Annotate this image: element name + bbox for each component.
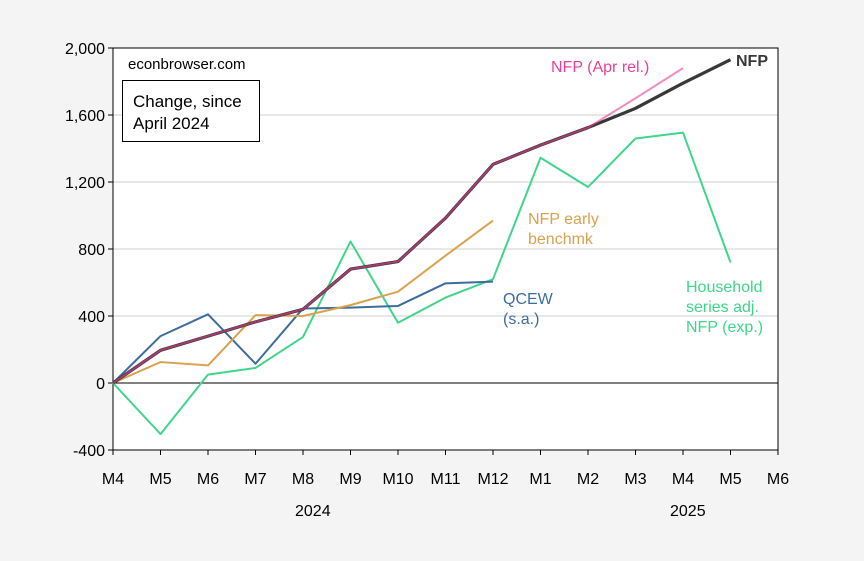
year-label: 2025 bbox=[670, 503, 706, 520]
series-line bbox=[112, 131, 732, 436]
series-label: Household series adj. NFP (exp.) bbox=[686, 279, 764, 336]
series-line bbox=[112, 219, 494, 384]
x-tick-label: M6 bbox=[767, 471, 789, 488]
x-tick-label: M7 bbox=[244, 471, 266, 488]
x-tick-label: M6 bbox=[197, 471, 219, 488]
x-tick-label: M3 bbox=[624, 471, 646, 488]
year-label: 2024 bbox=[295, 503, 331, 520]
x-tick-label: M12 bbox=[477, 471, 508, 488]
x-tick-label: M11 bbox=[431, 471, 461, 488]
y-tick-label: 1,600 bbox=[65, 108, 105, 125]
source-note: econbrowser.com bbox=[128, 56, 246, 73]
y-tick-label: 2,000 bbox=[65, 41, 105, 58]
series-label: NFP early benchmk bbox=[528, 211, 599, 248]
x-tick-label: M2 bbox=[577, 471, 599, 488]
y-tick-label: 400 bbox=[78, 309, 105, 326]
x-tick-label: M5 bbox=[149, 471, 171, 488]
x-tick-label: M9 bbox=[339, 471, 361, 488]
y-tick-label: 1,200 bbox=[65, 175, 105, 192]
x-tick-label: M4 bbox=[102, 471, 124, 488]
note-box: Change, since April 2024 bbox=[122, 80, 260, 142]
y-tick-label: 0 bbox=[96, 376, 105, 393]
series-label: NFP bbox=[736, 53, 768, 70]
x-tick-label: M5 bbox=[719, 471, 741, 488]
x-tick-label: M1 bbox=[529, 471, 551, 488]
series-label: NFP (Apr rel.) bbox=[551, 59, 650, 76]
x-tick-label: M8 bbox=[292, 471, 314, 488]
series-label: QCEW (s.a.) bbox=[503, 291, 553, 328]
series-line bbox=[112, 67, 684, 384]
x-tick-label: M10 bbox=[382, 471, 413, 488]
x-tick-label: M4 bbox=[672, 471, 694, 488]
y-tick-label: 800 bbox=[78, 242, 105, 259]
y-tick-label: -400 bbox=[73, 443, 105, 460]
